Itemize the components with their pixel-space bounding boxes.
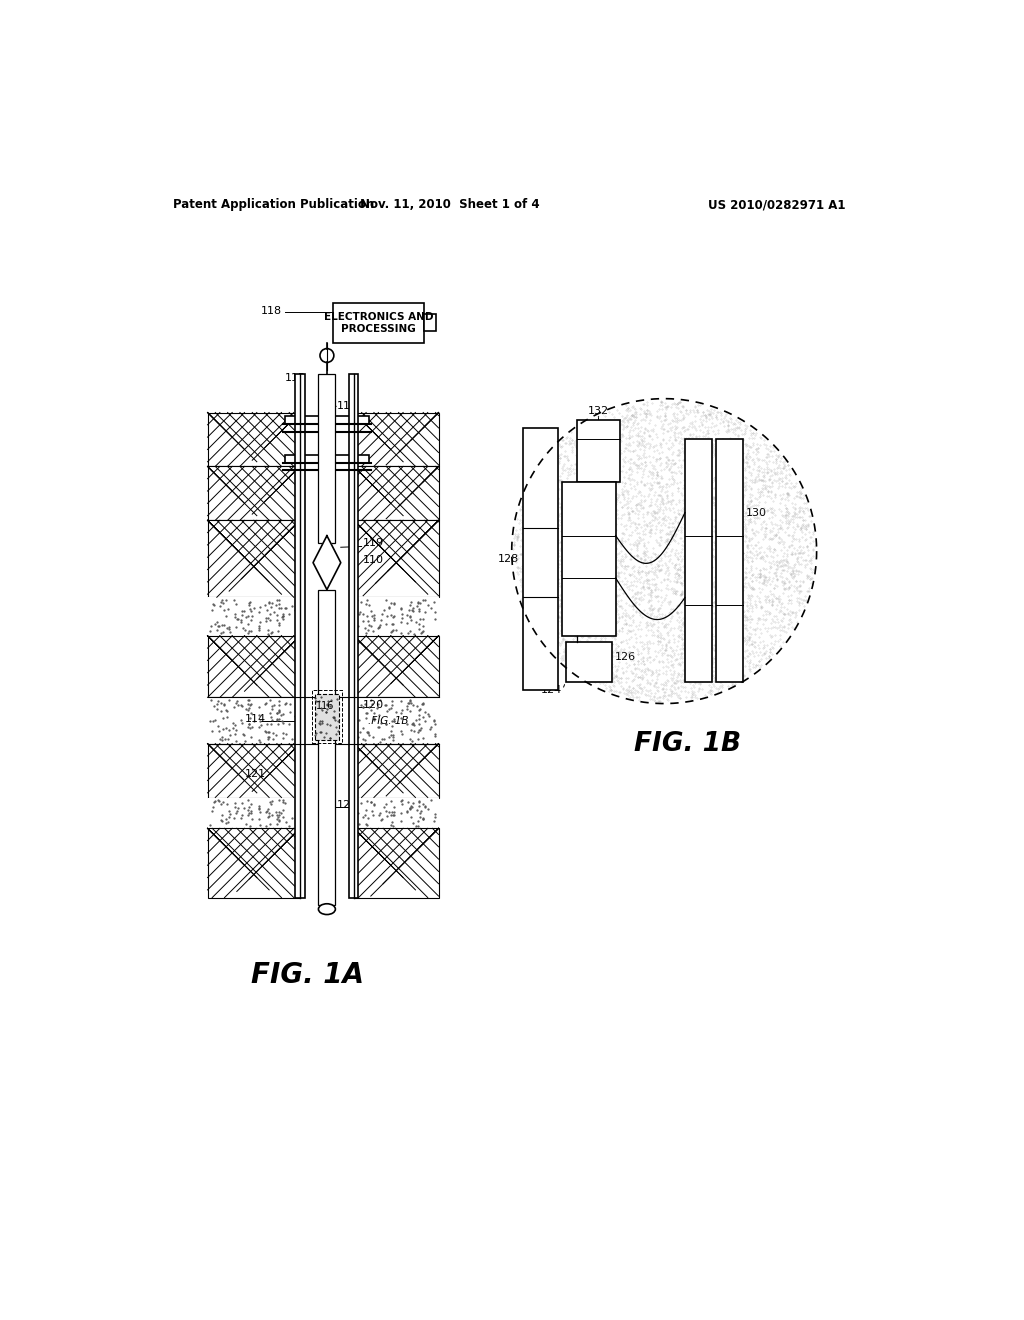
Bar <box>354 697 438 743</box>
Text: US 2010/0282971 A1: US 2010/0282971 A1 <box>708 198 846 211</box>
Bar <box>354 520 438 598</box>
Ellipse shape <box>318 904 336 915</box>
Text: 119: 119 <box>364 539 384 548</box>
Text: 126: 126 <box>614 652 636 663</box>
Bar <box>314 693 339 739</box>
Bar <box>285 416 370 424</box>
Text: 118: 118 <box>261 306 283 315</box>
Bar <box>318 374 336 544</box>
Text: 122: 122 <box>337 800 358 810</box>
Text: 110: 110 <box>364 556 384 565</box>
Bar <box>354 413 438 466</box>
Text: 128: 128 <box>498 554 519 564</box>
Bar <box>685 440 712 682</box>
Bar <box>565 642 611 682</box>
Text: 132: 132 <box>588 407 609 416</box>
Bar <box>424 314 436 331</box>
Text: 124: 124 <box>541 685 562 694</box>
Bar <box>208 697 300 743</box>
Bar <box>562 482 615 636</box>
Bar <box>208 829 300 898</box>
Bar <box>208 636 300 697</box>
Bar <box>208 598 300 636</box>
Text: FIG. 1B: FIG. 1B <box>634 730 740 756</box>
Bar <box>208 797 300 829</box>
Bar <box>295 374 304 898</box>
Bar <box>354 598 438 636</box>
Text: 114: 114 <box>245 714 265 723</box>
Bar <box>349 374 358 898</box>
Text: Nov. 11, 2010  Sheet 1 of 4: Nov. 11, 2010 Sheet 1 of 4 <box>360 198 540 211</box>
Text: 115: 115 <box>285 372 306 383</box>
Circle shape <box>319 348 334 363</box>
Text: FIG. 1A: FIG. 1A <box>251 961 365 989</box>
Text: 112: 112 <box>337 401 358 412</box>
Text: 130: 130 <box>745 508 767 517</box>
Text: 120: 120 <box>364 700 384 710</box>
Bar <box>354 797 438 829</box>
Bar <box>354 743 438 797</box>
Bar <box>354 466 438 520</box>
Bar <box>208 413 300 466</box>
Bar <box>333 304 424 343</box>
Bar <box>354 829 438 898</box>
Bar <box>208 743 300 797</box>
Bar <box>285 455 370 462</box>
Text: .FIG. 1B: .FIG. 1B <box>368 715 409 726</box>
Text: 121: 121 <box>245 770 265 779</box>
Bar <box>578 420 620 482</box>
Bar <box>523 428 558 689</box>
Bar <box>354 636 438 697</box>
Bar <box>208 466 300 520</box>
Polygon shape <box>313 536 341 590</box>
Bar <box>716 440 742 682</box>
Text: 116: 116 <box>316 701 335 711</box>
Text: Patent Application Publication: Patent Application Publication <box>173 198 374 211</box>
Bar <box>318 590 336 906</box>
Bar <box>311 690 342 743</box>
Text: ELECTRONICS AND
PROCESSING: ELECTRONICS AND PROCESSING <box>324 313 433 334</box>
Bar <box>208 520 300 598</box>
